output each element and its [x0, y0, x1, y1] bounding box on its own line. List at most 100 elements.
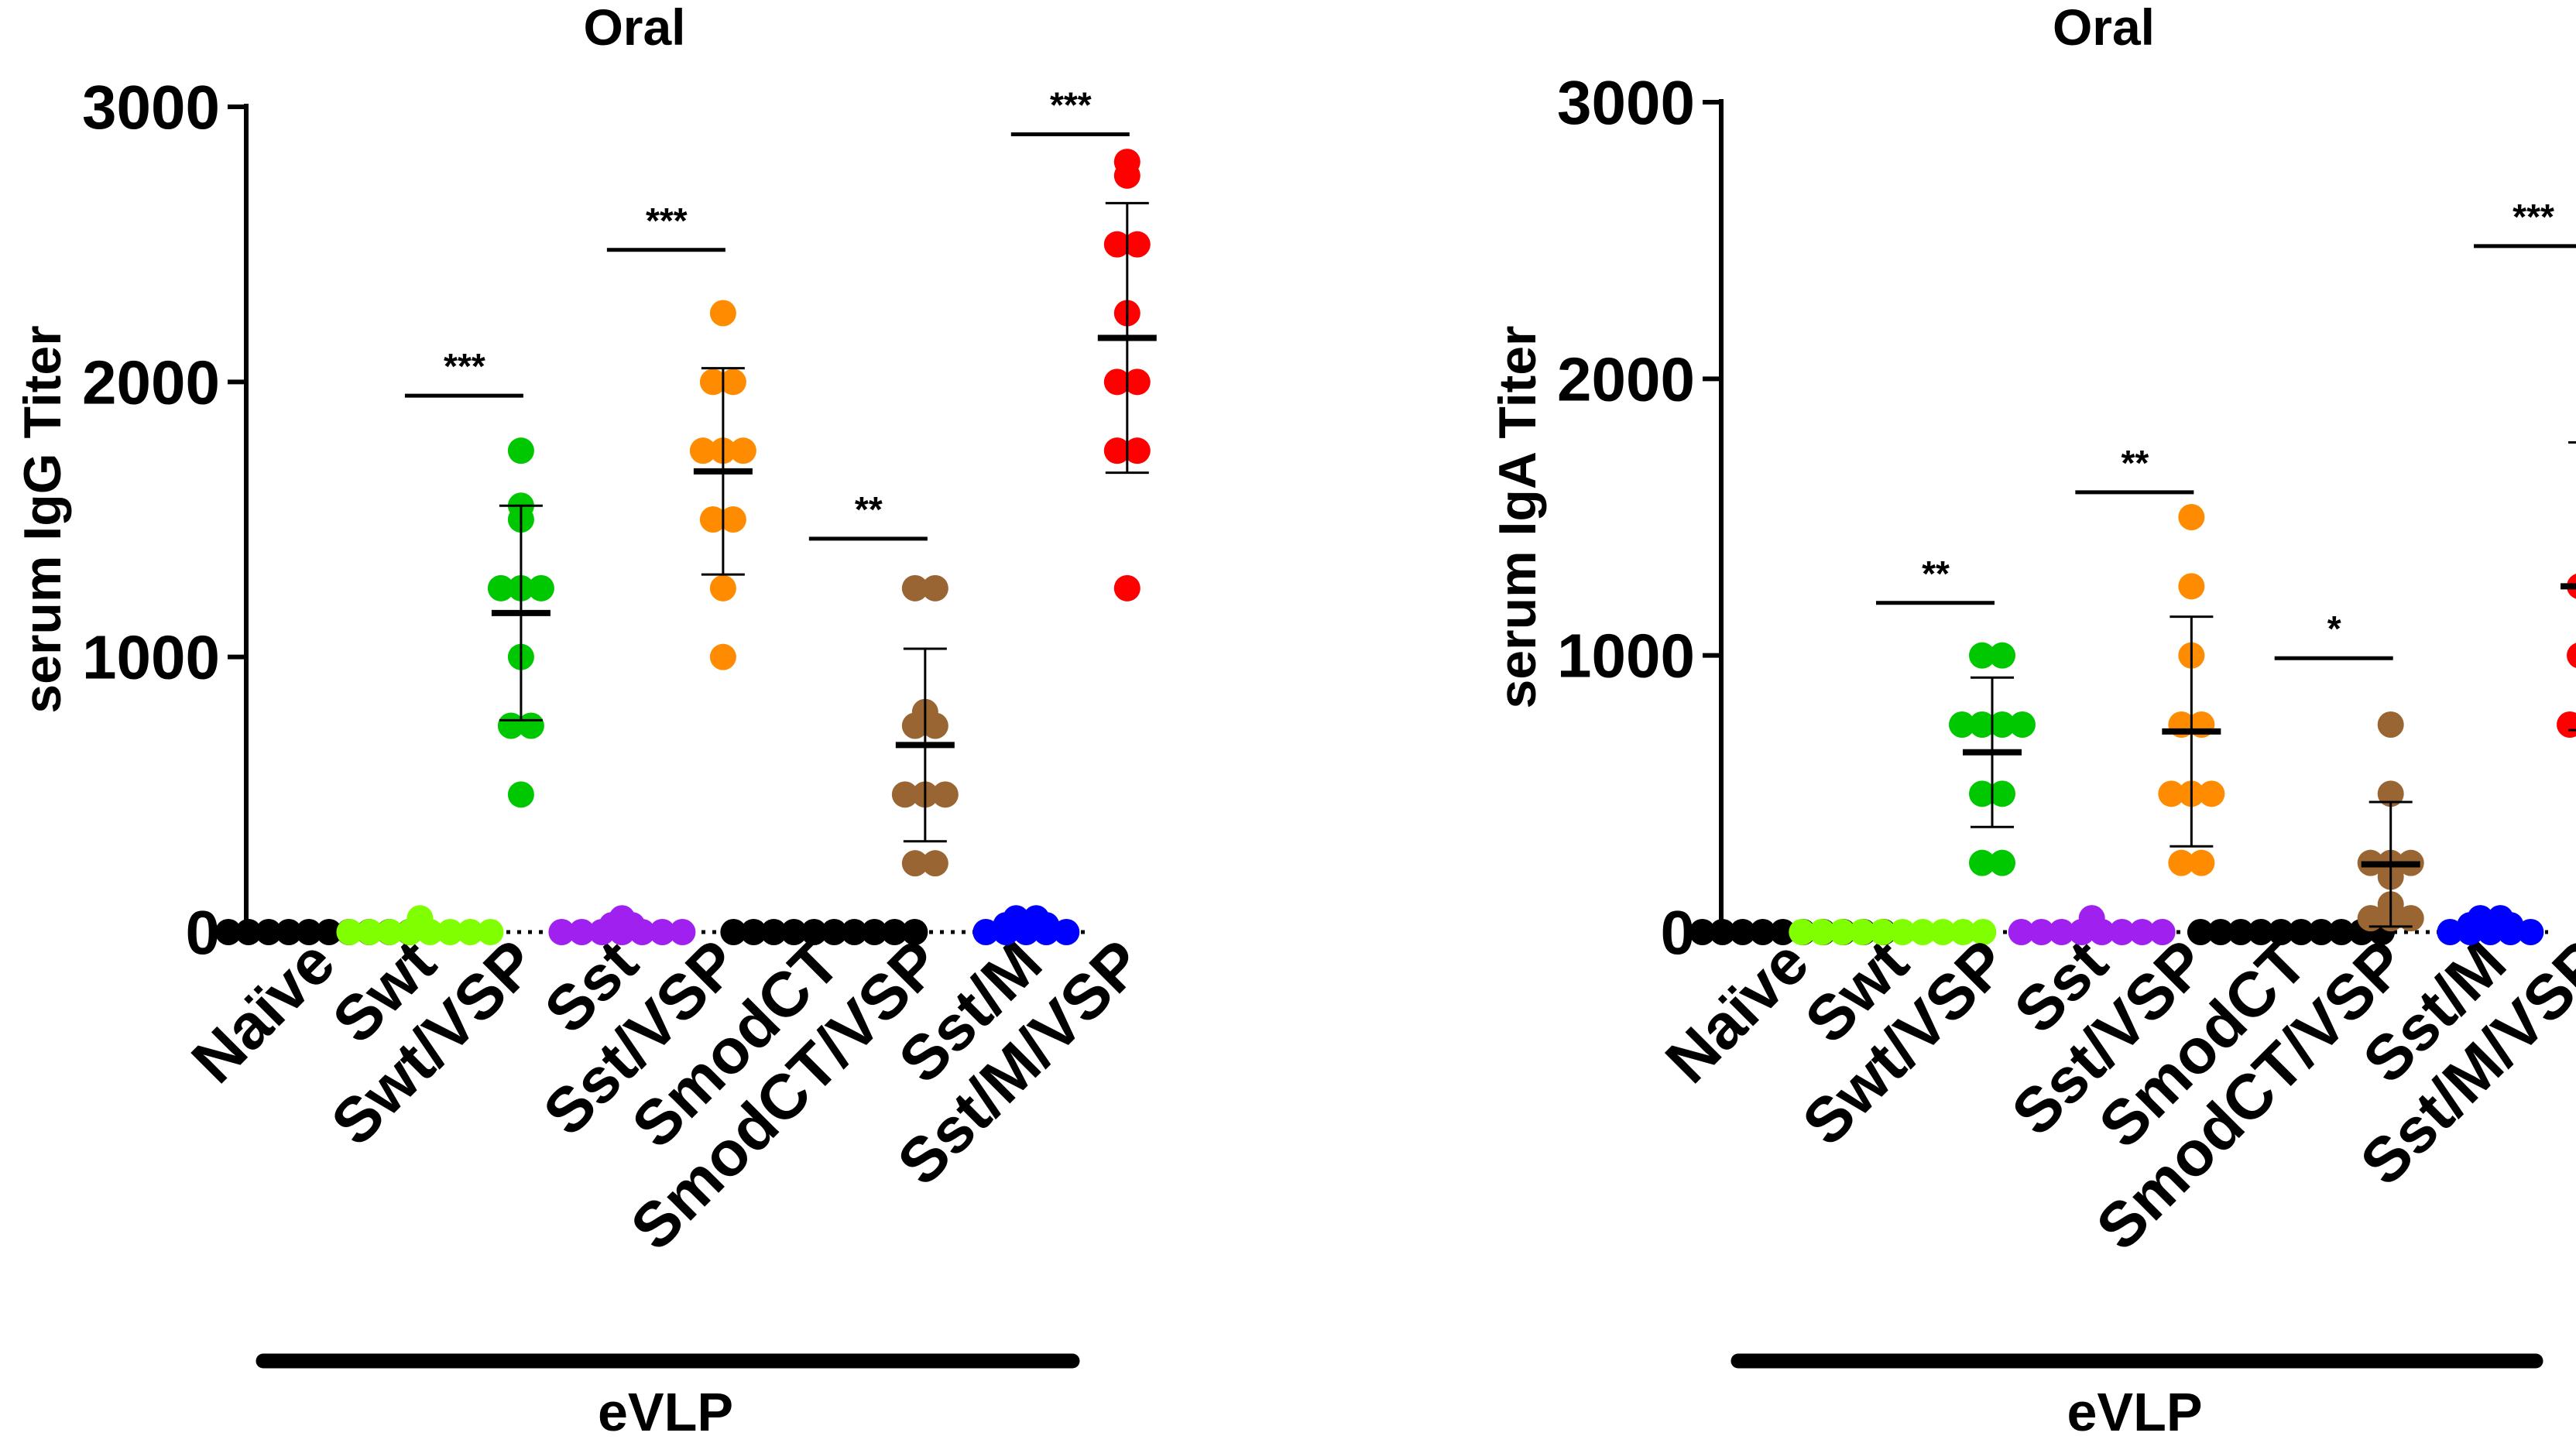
- data-point: [507, 437, 534, 464]
- data-point: [2268, 919, 2295, 945]
- data-point: [1970, 919, 1997, 945]
- data-point: [901, 850, 928, 877]
- data-point: [1968, 849, 1995, 876]
- data-point: [729, 437, 756, 464]
- data-point: [1829, 919, 1856, 945]
- data-point: [1013, 919, 1040, 945]
- data-point: [214, 919, 242, 945]
- data-point: [2248, 919, 2275, 945]
- data-point: [2168, 849, 2195, 876]
- y-tick-label: 0: [1661, 898, 1696, 967]
- data-point: [780, 919, 808, 945]
- data-point: [1103, 437, 1130, 464]
- significance-label: **: [2121, 443, 2149, 483]
- data-point: [2288, 919, 2315, 945]
- data-point: [972, 919, 1000, 945]
- data-point: [2188, 849, 2215, 876]
- significance-label: *: [2327, 608, 2341, 649]
- y-tick-label: 3000: [82, 73, 220, 142]
- data-point: [1950, 919, 1977, 945]
- data-point: [1033, 919, 1060, 945]
- data-point: [477, 919, 504, 945]
- data-point: [2397, 905, 2424, 932]
- data-point: [901, 574, 928, 602]
- data-point: [2008, 919, 2035, 945]
- data-point: [2178, 504, 2205, 530]
- data-point: [376, 919, 403, 945]
- data-point: [568, 919, 595, 945]
- y-axis-label: serum IgG Titer: [13, 325, 72, 713]
- data-point: [1968, 642, 1995, 669]
- data-point: [1988, 642, 2015, 669]
- data-point: [1689, 919, 1716, 945]
- data-point: [1849, 919, 1876, 945]
- data-point: [1789, 919, 1816, 945]
- data-point: [709, 300, 736, 327]
- x-tick-label: Swt/VSP: [318, 927, 551, 1159]
- y-axis-label: serum IgA Titer: [1488, 325, 1547, 708]
- data-point: [1968, 711, 1995, 738]
- data-point: [2008, 711, 2036, 738]
- data-point: [235, 919, 262, 945]
- data-point: [2207, 919, 2235, 945]
- y-tick-label: 0: [186, 898, 221, 967]
- data-point: [2557, 711, 2576, 738]
- data-point: [275, 919, 302, 945]
- data-point: [2048, 919, 2075, 945]
- data-point: [821, 919, 848, 945]
- data-point: [2457, 919, 2484, 945]
- data-point: [1729, 919, 1756, 945]
- y-tick-label: 3000: [1557, 68, 1695, 137]
- data-point: [1869, 919, 1896, 945]
- data-point: [901, 919, 928, 945]
- significance-label: ***: [1050, 85, 1092, 125]
- data-point: [921, 574, 948, 602]
- data-point: [255, 919, 282, 945]
- data-point: [2517, 919, 2544, 945]
- data-point: [457, 919, 484, 945]
- data-point: [406, 905, 434, 932]
- data-point: [1113, 162, 1141, 189]
- data-point: [2149, 919, 2176, 945]
- data-point: [2128, 919, 2156, 945]
- data-point: [2477, 919, 2504, 945]
- data-point: [1769, 919, 1796, 945]
- data-point: [2028, 919, 2055, 945]
- data-point: [1809, 919, 1836, 945]
- data-point: [1103, 231, 1130, 258]
- data-point: [527, 574, 554, 602]
- data-point: [548, 919, 575, 945]
- chart-title: Oral: [583, 0, 685, 56]
- data-point: [649, 919, 676, 945]
- data-point: [2377, 780, 2404, 807]
- data-point: [507, 781, 534, 808]
- data-point: [2567, 643, 2576, 668]
- data-point: [699, 506, 726, 533]
- data-point: [1709, 919, 1736, 945]
- data-point: [2198, 780, 2225, 807]
- data-point: [2158, 780, 2185, 807]
- data-point: [1988, 711, 2015, 738]
- data-point: [760, 919, 787, 945]
- data-point: [487, 574, 514, 602]
- data-point: [881, 919, 908, 945]
- data-point: [1929, 919, 1957, 945]
- significance-label: ***: [2513, 197, 2554, 237]
- data-point: [1123, 368, 1151, 396]
- group-label: eVLP: [2067, 1382, 2202, 1442]
- data-point: [699, 368, 726, 396]
- y-tick-label: 2000: [82, 348, 220, 416]
- data-point: [719, 368, 746, 396]
- y-tick-label: 1000: [82, 623, 220, 692]
- data-point: [2437, 919, 2464, 945]
- data-point: [2088, 919, 2115, 945]
- significance-label: **: [1922, 554, 1950, 594]
- data-point: [709, 643, 736, 670]
- chart-title: Oral: [2053, 0, 2155, 56]
- data-point: [315, 919, 342, 945]
- data-point: [841, 919, 868, 945]
- data-point: [740, 919, 767, 945]
- data-point: [1968, 780, 1995, 807]
